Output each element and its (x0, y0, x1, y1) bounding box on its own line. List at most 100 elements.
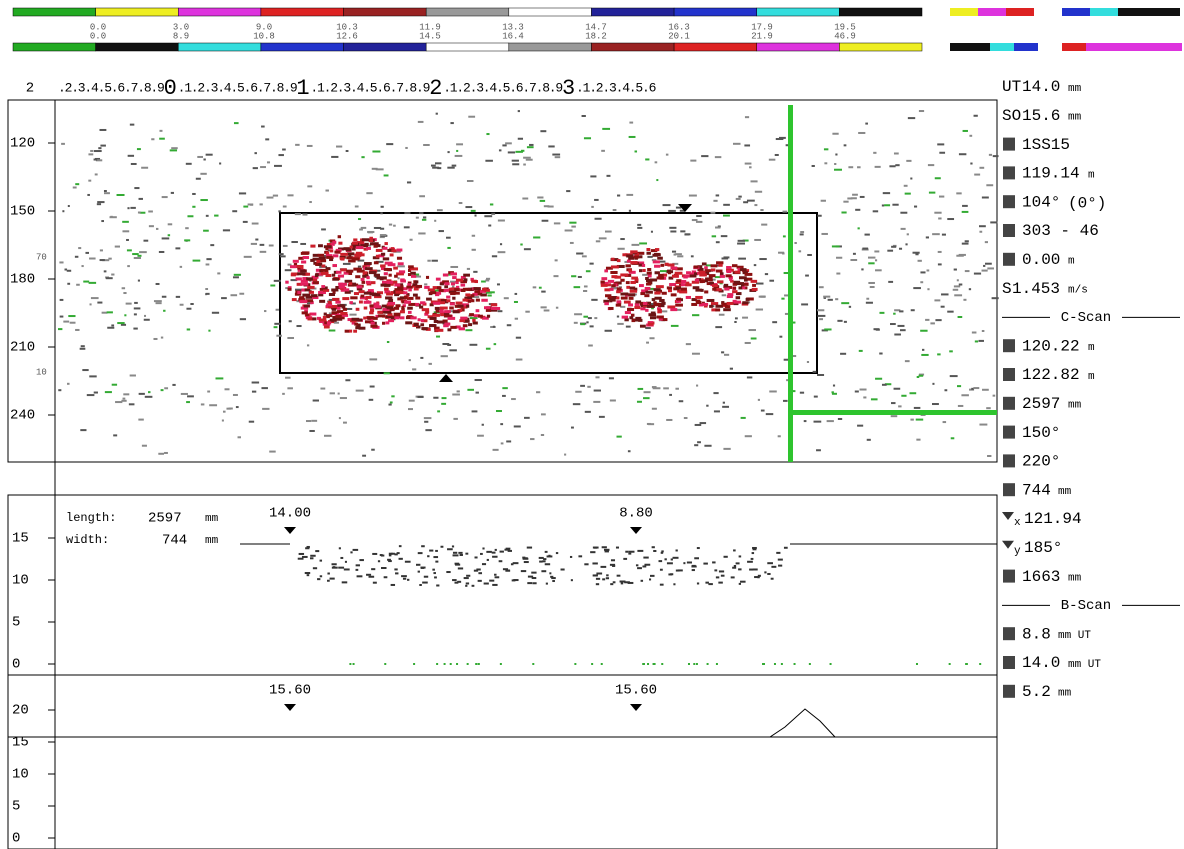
defect-dot (647, 272, 652, 275)
echo-dot (982, 389, 989, 391)
echo-dot (794, 663, 796, 665)
readout-unit: m (1068, 256, 1075, 268)
echo-dot (514, 301, 518, 303)
echo-dot (626, 326, 631, 328)
readout-value: 121.94 (1024, 510, 1082, 528)
echo-dot (442, 397, 447, 399)
readout-unit: m (1088, 342, 1095, 354)
echo-dot (206, 215, 209, 217)
color-bar-segment (261, 8, 344, 16)
echo-dot (500, 551, 504, 553)
echo-dot (420, 567, 425, 569)
readout-value: 122.82 (1022, 366, 1080, 384)
echo-dot (591, 663, 593, 665)
echo-dot (212, 312, 219, 314)
echo-dot (485, 160, 493, 162)
echo-dot (186, 163, 192, 165)
defect-dot (306, 277, 313, 280)
echo-dot (827, 420, 834, 422)
echo-dot (452, 579, 457, 581)
echo-dot (738, 196, 741, 198)
defect-dot (751, 280, 758, 283)
icon (1003, 224, 1015, 237)
echo-dot (583, 290, 587, 292)
echo-dot (404, 212, 410, 214)
echo-dot (605, 231, 612, 233)
defect-dot (302, 311, 308, 314)
defect-dot (342, 306, 346, 309)
echo-dot (129, 403, 135, 405)
icon (1003, 195, 1015, 208)
echo-dot (345, 561, 347, 563)
y-label: 240 (10, 408, 35, 424)
echo-dot (929, 192, 935, 194)
echo-dot (507, 324, 512, 326)
echo-dot (916, 439, 920, 441)
echo-dot (108, 258, 111, 260)
echo-dot (594, 199, 599, 201)
y-label: 5 (12, 799, 20, 815)
defect-dot (383, 257, 389, 260)
echo-dot (712, 279, 715, 281)
echo-dot (954, 269, 957, 271)
defect-dot (608, 307, 613, 310)
echo-dot (192, 193, 196, 195)
echo-dot (541, 291, 545, 293)
echo-dot (659, 560, 663, 562)
echo-dot (453, 418, 457, 420)
echo-dot (857, 425, 863, 427)
defect-dot (647, 268, 651, 271)
echo-dot (629, 551, 635, 553)
defect-dot (667, 263, 674, 266)
echo-dot (399, 545, 402, 547)
echo-dot (236, 406, 239, 408)
echo-dot (590, 175, 596, 177)
defect-dot (625, 311, 631, 314)
echo-dot (899, 248, 902, 250)
mini-bar-segment (1062, 8, 1090, 16)
echo-dot (127, 207, 129, 209)
echo-dot (444, 663, 446, 665)
echo-dot (778, 435, 781, 437)
readout-value: 14.0 (1022, 78, 1060, 96)
echo-dot (419, 584, 422, 586)
echo-dot (639, 242, 647, 244)
echo-dot (937, 353, 940, 355)
echo-dot (609, 377, 614, 379)
echo-dot (586, 321, 588, 323)
echo-dot (405, 147, 407, 149)
echo-dot (742, 317, 748, 319)
defect-dot (646, 252, 650, 255)
ruler-label: 0 (164, 76, 177, 101)
echo-dot (816, 449, 821, 451)
echo-dot (175, 247, 180, 249)
defect-dot (302, 294, 310, 297)
defect-dot (422, 308, 429, 311)
echo-dot (652, 408, 657, 410)
echo-dot (965, 240, 969, 242)
icon (1003, 656, 1015, 669)
echo-dot (683, 562, 685, 564)
echo-dot (678, 569, 683, 571)
icon (1003, 483, 1015, 496)
echo-dot (376, 168, 384, 170)
echo-dot (527, 582, 532, 584)
echo-dot (378, 560, 380, 562)
defect-dot (426, 276, 429, 279)
defect-dot (418, 318, 421, 321)
defect-dot (365, 267, 373, 270)
defect-dot (645, 287, 651, 290)
echo-dot (504, 297, 509, 299)
echo-dot (587, 386, 590, 388)
echo-dot (552, 580, 555, 582)
echo-dot (449, 349, 457, 351)
defect-dot (364, 262, 372, 265)
echo-dot (721, 235, 728, 237)
defect-dot (374, 261, 379, 264)
echo-dot (751, 180, 758, 182)
echo-dot (766, 413, 773, 415)
echo-dot (381, 567, 386, 569)
color-bar-segment (426, 8, 509, 16)
echo-dot (123, 398, 126, 400)
echo-dot (745, 342, 751, 344)
